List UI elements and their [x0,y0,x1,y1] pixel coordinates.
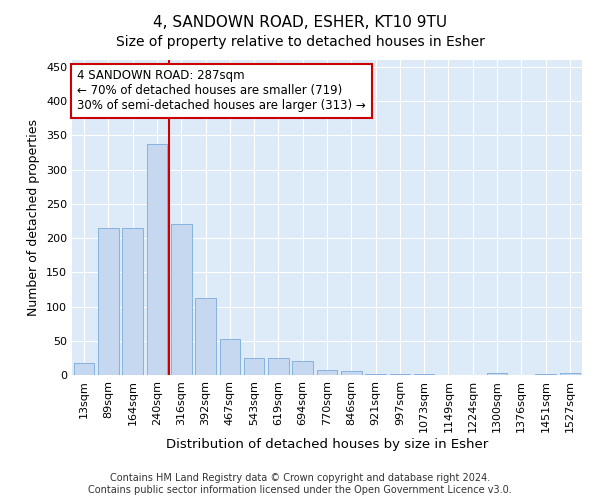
Bar [560,373,580,375]
Bar [414,374,434,375]
Bar [317,370,337,375]
Y-axis label: Number of detached properties: Number of detached properties [28,119,40,316]
X-axis label: Distribution of detached houses by size in Esher: Distribution of detached houses by size … [166,438,488,450]
Text: Size of property relative to detached houses in Esher: Size of property relative to detached ho… [116,35,484,49]
Bar [98,228,119,375]
Bar [389,374,410,375]
Bar [268,358,289,375]
Bar [341,371,362,375]
Bar [244,358,265,375]
Bar [74,364,94,375]
Bar [365,374,386,375]
Bar [195,298,216,375]
Text: 4, SANDOWN ROAD, ESHER, KT10 9TU: 4, SANDOWN ROAD, ESHER, KT10 9TU [153,15,447,30]
Bar [292,362,313,375]
Bar [487,373,508,375]
Text: 4 SANDOWN ROAD: 287sqm
← 70% of detached houses are smaller (719)
30% of semi-de: 4 SANDOWN ROAD: 287sqm ← 70% of detached… [77,70,366,112]
Bar [146,144,167,375]
Bar [171,224,191,375]
Bar [122,228,143,375]
Text: Contains HM Land Registry data © Crown copyright and database right 2024.
Contai: Contains HM Land Registry data © Crown c… [88,474,512,495]
Bar [220,338,240,375]
Bar [535,374,556,375]
